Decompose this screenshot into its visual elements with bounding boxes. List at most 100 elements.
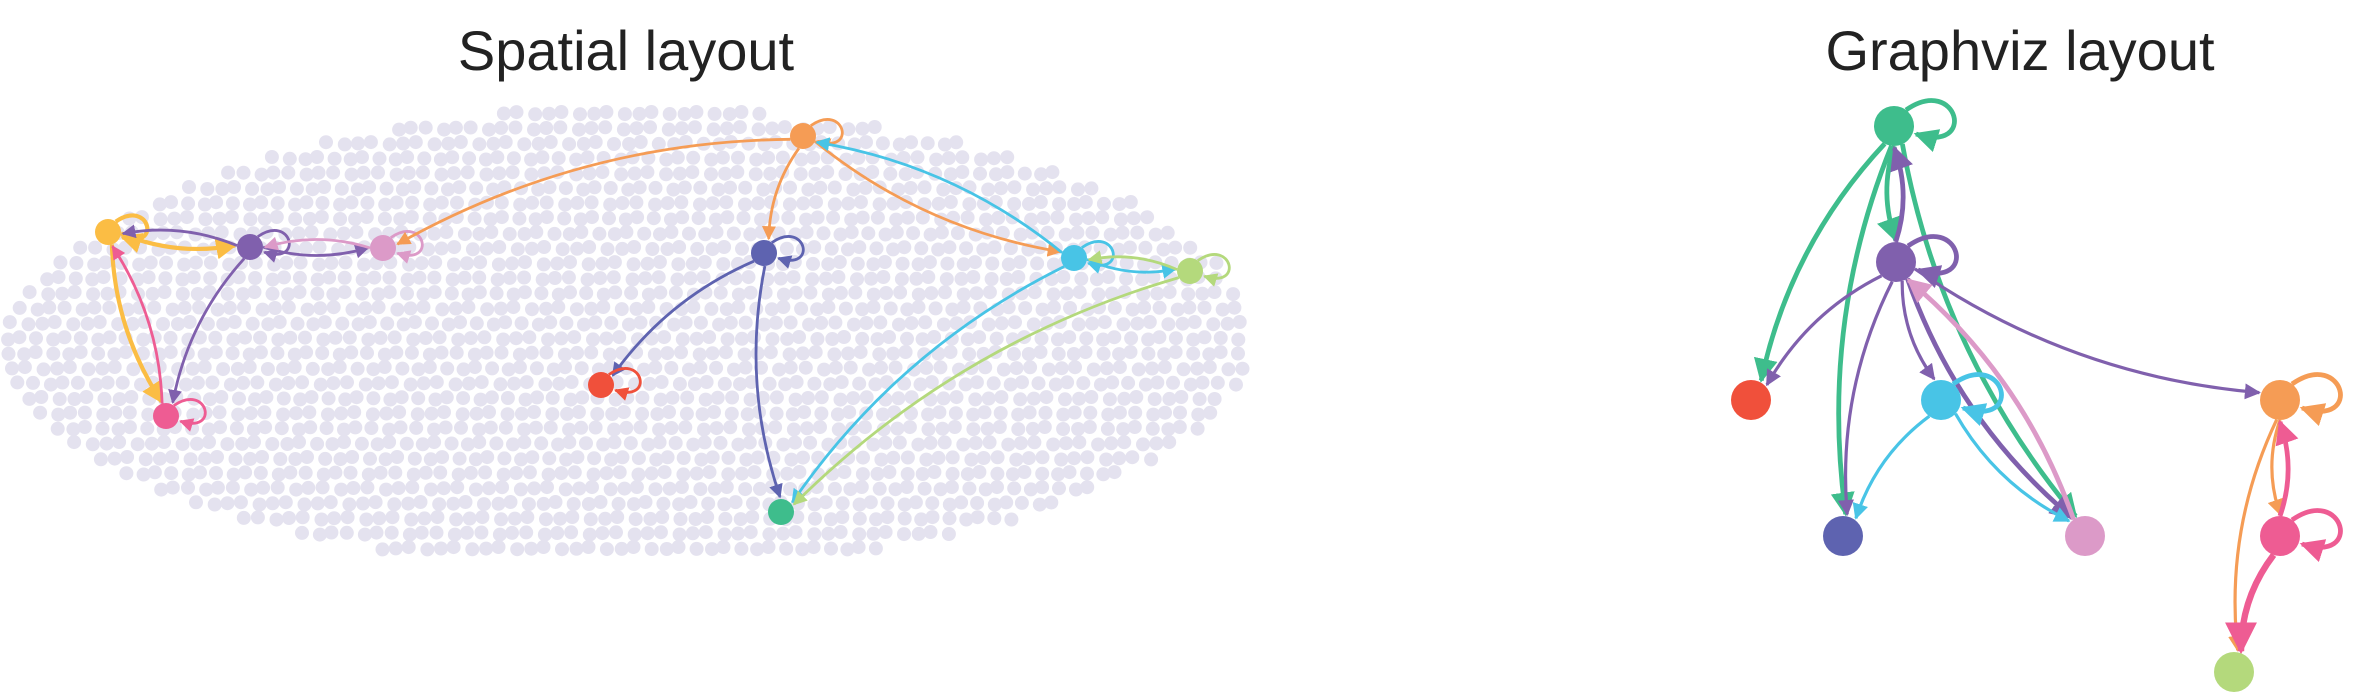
embryo-cell [1107, 465, 1122, 480]
embryo-cell [841, 122, 856, 137]
embryo-cell [1056, 270, 1071, 284]
embryo-cell [863, 495, 878, 510]
embryo-cell [699, 375, 714, 389]
embryo-cell [600, 242, 615, 257]
node-orange [2260, 380, 2300, 420]
edge-purple-to-green [1890, 145, 1913, 243]
embryo-cell [342, 497, 357, 512]
embryo-cell [444, 436, 459, 451]
edge-purple-to-yellow [121, 224, 238, 247]
embryo-cell [1056, 422, 1071, 436]
embryo-cell [1122, 240, 1137, 255]
embryo-cell [546, 362, 561, 377]
embryo-cell [1060, 375, 1075, 390]
embryo-cell [827, 347, 842, 362]
embryo-cell [599, 331, 614, 346]
embryo-cell [324, 255, 339, 270]
embryo-cell [256, 480, 271, 495]
embryo-cell [924, 286, 939, 301]
embryo-cell [1197, 330, 1212, 345]
embryo-cell [870, 466, 885, 481]
embryo-cell [494, 195, 509, 210]
embryo-cell [1072, 285, 1087, 300]
embryo-cell [534, 286, 549, 301]
embryo-cell [293, 255, 308, 270]
embryo-cell [664, 225, 679, 239]
embryo-cell [889, 212, 904, 227]
embryo-cell [588, 135, 603, 149]
embryo-cell [981, 317, 996, 332]
embryo-cell [1068, 360, 1082, 375]
embryo-cell [689, 331, 704, 346]
embryo-cell [473, 392, 488, 407]
embryo-cell [718, 166, 733, 181]
embryo-cell [175, 437, 190, 452]
embryo-cell [1162, 285, 1177, 299]
embryo-cell [498, 315, 513, 330]
embryo-cell [748, 167, 763, 182]
embryo-cell [406, 332, 421, 347]
embryo-cell [539, 195, 554, 210]
embryo-cell [514, 316, 529, 331]
embryo-cell [485, 361, 500, 376]
embryo-cell [517, 137, 532, 152]
embryo-cell [1145, 361, 1160, 376]
edge-green-self [1904, 98, 1957, 153]
embryo-cell [750, 542, 765, 557]
embryo-cell [945, 450, 960, 465]
embryo-cell [156, 317, 170, 331]
embryo-cell [968, 436, 983, 450]
embryo-cell [731, 437, 746, 452]
embryo-cell [731, 300, 746, 314]
embryo-cell [1084, 390, 1099, 404]
embryo-cell [1063, 301, 1077, 315]
embryo-cell [746, 496, 760, 511]
embryo-cell [53, 255, 68, 270]
embryo-cell [274, 421, 289, 436]
spatial-layout-title: Spatial layout [458, 19, 795, 82]
embryo-cell [46, 346, 61, 361]
embryo-cell [942, 497, 957, 512]
embryo-cell [646, 211, 661, 226]
embryo-cell [512, 347, 527, 362]
embryo-cell [553, 511, 568, 526]
embryo-cell [447, 166, 461, 181]
embryo-cell [892, 317, 906, 332]
embryo-cell [395, 182, 410, 197]
embryo-cell [197, 197, 212, 212]
embryo-cell [468, 452, 483, 467]
embryo-cell [616, 405, 631, 419]
embryo-cell [595, 526, 610, 541]
embryo-cell [1090, 272, 1104, 287]
embryo-cell [243, 406, 258, 421]
embryo-cell [866, 300, 881, 315]
embryo-cell [248, 392, 263, 407]
embryo-cell [1091, 437, 1106, 452]
embryo-cell [783, 315, 798, 330]
embryo-cell [152, 451, 167, 466]
embryo-cell [698, 227, 713, 242]
embryo-cell [377, 347, 392, 362]
embryo-cell [157, 285, 172, 299]
embryo-cell [505, 256, 520, 271]
embryo-cell [1186, 332, 1201, 347]
embryo-cell [248, 271, 263, 285]
embryo-cell [756, 182, 771, 197]
embryo-cell [628, 512, 643, 527]
embryo-cell [118, 240, 133, 255]
embryo-cell [360, 480, 375, 495]
embryo-cell [769, 406, 784, 421]
embryo-cell [821, 526, 836, 541]
embryo-cell [271, 332, 286, 347]
embryo-cell [1166, 375, 1180, 390]
embryo-cell [675, 210, 690, 225]
node-yellow [95, 219, 121, 245]
embryo-cell [489, 436, 504, 451]
embryo-cell [941, 151, 956, 166]
embryo-cell [463, 120, 478, 135]
embryo-cell [1215, 302, 1230, 317]
embryo-cell [1209, 255, 1224, 270]
embryo-cell [405, 480, 420, 495]
embryo-cell [823, 377, 838, 392]
embryo-cell [807, 527, 822, 542]
